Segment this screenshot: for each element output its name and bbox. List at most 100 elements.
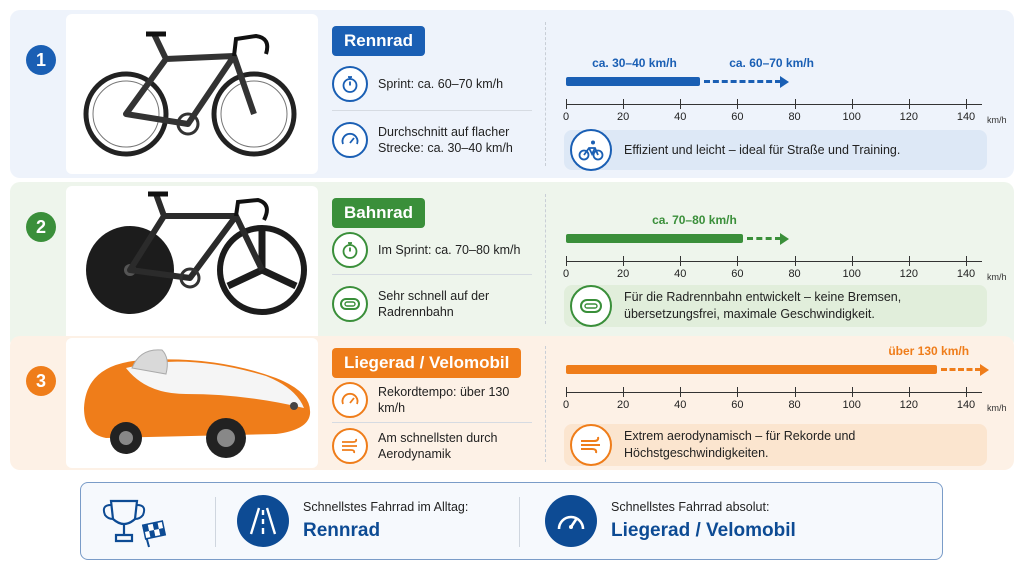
tick-label: 140 <box>956 399 976 411</box>
row-number: 1 <box>26 45 56 75</box>
track-bike-image <box>66 186 318 346</box>
tick-label: 120 <box>899 399 919 411</box>
tick-label: 60 <box>731 111 744 123</box>
title-badge: Rennrad <box>332 26 425 56</box>
speed-label: über 130 km/h <box>888 344 970 358</box>
tick-label: 20 <box>617 111 630 123</box>
scale-tick <box>794 387 796 397</box>
speed-label: ca. 30–40 km/h <box>592 56 677 70</box>
row-liegerad: 3 Liegerad / Velomobil Rekordtempo: über… <box>10 336 1014 470</box>
speed-bar <box>566 77 701 86</box>
scale-tick <box>966 99 967 109</box>
everyday-label: Schnellstes Fahrrad im Alltag: <box>303 500 469 514</box>
tick-label: 40 <box>674 399 687 411</box>
speed-dashed-extension <box>704 80 781 83</box>
tick-label: 0 <box>562 111 570 123</box>
speed-bar <box>566 234 744 243</box>
scale-unit: km/h <box>987 115 1007 125</box>
tick-label: 100 <box>842 268 861 280</box>
tick-label: 80 <box>788 268 801 280</box>
row-bahnrad: 2 Bahnrad Im Sprint: ca. 70–80 km/h Sehr… <box>10 182 1014 350</box>
tick-label: 20 <box>617 399 630 411</box>
scale-tick <box>566 99 567 109</box>
tick-label: 120 <box>899 111 919 123</box>
tick-label: 0 <box>562 268 570 280</box>
divider <box>545 22 546 166</box>
scale-unit: km/h <box>987 272 1007 282</box>
info-note: Für die Radrennbahn entwickelt – keine B… <box>564 285 987 327</box>
feature-text: Im Sprint: ca. 70–80 km/h <box>378 243 521 257</box>
feature-sprint: Im Sprint: ca. 70–80 km/h <box>332 232 532 268</box>
speed-bar <box>566 365 938 374</box>
scale-tick <box>908 99 910 109</box>
divider <box>519 497 520 547</box>
row-number: 3 <box>26 366 56 396</box>
scale-tick <box>680 387 682 397</box>
tick-label: 80 <box>788 399 801 411</box>
scale-tick <box>623 99 625 109</box>
info-note: Extrem aerodynamisch – für Rekorde und H… <box>564 424 987 466</box>
scale-tick <box>851 387 853 397</box>
absolute-label: Schnellstes Fahrrad absolut: <box>611 500 770 514</box>
divider <box>545 194 546 324</box>
speed-scale: 0 20 40 60 80 100 120 140 km/h über 130 km/h <box>562 344 1007 418</box>
divider <box>332 110 532 111</box>
note-text: Extrem aerodynamisch – für Rekorde und H… <box>624 429 856 460</box>
scale-tick <box>737 256 739 266</box>
feature-text: Sprint: ca. 60–70 km/h <box>378 77 504 91</box>
arrow-head-icon <box>779 232 789 245</box>
scale-tick <box>966 256 967 266</box>
title-badge: Liegerad / Velomobil <box>332 348 522 378</box>
tick-label: 0 <box>562 399 570 411</box>
scale-axis <box>566 392 982 393</box>
arrow-head-icon <box>779 75 789 88</box>
tick-label: 60 <box>731 268 744 280</box>
scale-unit: km/h <box>987 403 1007 413</box>
arrow-head-icon <box>979 363 989 376</box>
row-number: 2 <box>26 212 56 242</box>
tick-label: 80 <box>788 111 801 123</box>
speed-dashed-extension <box>747 237 781 240</box>
absolute-value: Liegerad / Velomobil <box>611 520 796 541</box>
absolute-block: Schnellstes Fahrrad absolut: Liegerad / … <box>545 495 796 547</box>
velodrome-icon <box>570 285 612 327</box>
title-badge: Bahnrad <box>332 198 425 228</box>
scale-tick <box>851 99 853 109</box>
tick-label: 100 <box>842 399 861 411</box>
tick-label: 140 <box>956 268 976 280</box>
feature-text: Rekordtempo: über 130 km/h <box>378 385 510 415</box>
speed-scale: 0 20 40 60 80 100 120 140 km/h ca. 70–80 km/h <box>562 213 1007 287</box>
trophy-flag-icon <box>97 495 167 549</box>
speed-scale: 0 20 40 60 80 100 120 140 km/h ca. 30–40 km/h ca. … <box>562 56 1007 130</box>
feature-sprint: Sprint: ca. 60–70 km/h <box>332 66 532 102</box>
feature-average: Durchschnitt auf flacher Strecke: ca. 30… <box>332 122 532 158</box>
note-text: Effizient und leicht – ideal für Straße … <box>624 142 901 157</box>
scale-tick <box>908 256 910 266</box>
summary-box: Schnellstes Fahrrad im Alltag: Rennrad S… <box>80 482 943 560</box>
stopwatch-icon <box>332 232 368 268</box>
speedometer-icon <box>545 495 597 547</box>
tick-label: 120 <box>899 268 919 280</box>
tick-label: 60 <box>731 399 744 411</box>
scale-tick <box>794 99 796 109</box>
speed-dashed-extension <box>941 368 981 371</box>
tick-label: 40 <box>674 111 687 123</box>
scale-axis <box>566 104 982 105</box>
scale-tick <box>908 387 910 397</box>
info-note: Effizient und leicht – ideal für Straße … <box>564 129 987 171</box>
wind-icon <box>332 428 368 464</box>
feature-aerodynamics: Am schnellsten durch Aerodynamik <box>332 428 532 464</box>
everyday-value: Rennrad <box>303 520 381 541</box>
scale-tick <box>680 99 682 109</box>
feature-velodrome: Sehr schnell auf der Radrennbahn <box>332 286 532 322</box>
feature-text: Am schnellsten durch Aerodynamik <box>378 431 498 461</box>
trophy-block <box>97 495 167 549</box>
scale-tick <box>566 256 567 266</box>
wind-icon <box>570 424 612 466</box>
road-icon <box>237 495 289 547</box>
divider <box>332 422 532 423</box>
scale-axis <box>566 261 982 262</box>
scale-tick <box>737 99 739 109</box>
scale-tick <box>737 387 739 397</box>
feature-record: Rekordtempo: über 130 km/h <box>332 382 532 418</box>
